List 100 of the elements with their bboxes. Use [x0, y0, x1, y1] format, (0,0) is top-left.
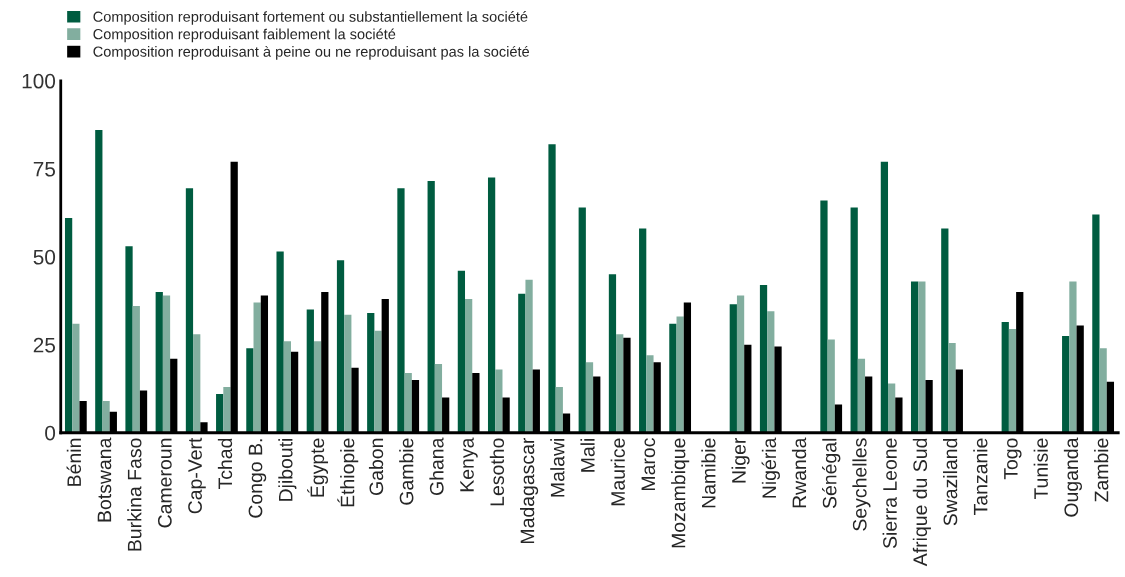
bar [548, 144, 556, 433]
x-tick-label: Kenya [460, 437, 478, 492]
bar [434, 364, 443, 433]
x-tick-label: Gabon [368, 438, 384, 496]
bar [759, 284, 768, 433]
legend-label: Composition reproduisant faiblement la société [93, 28, 396, 43]
bar [918, 281, 926, 433]
bar [313, 341, 322, 433]
x-tick-label: Swaziland [943, 438, 958, 526]
bar [518, 293, 526, 433]
bar [253, 302, 261, 433]
x-tick-label: Mozambique [671, 438, 690, 548]
bar [216, 394, 224, 433]
bar [185, 188, 194, 433]
bar [1099, 348, 1107, 433]
bar [223, 386, 231, 433]
bar [880, 161, 889, 433]
x-tick-label: Ghana [429, 437, 444, 496]
x-tick-label: Éthiopie [337, 438, 359, 507]
x-tick-label: Mali [580, 438, 595, 472]
x-tick-label: Cameroun [157, 438, 172, 528]
x-tick-label: Djibouti [278, 438, 297, 501]
x-tick-label: Burkina Faso [127, 438, 142, 551]
x-tick-label: Afrique du Sud [912, 438, 931, 567]
bar [344, 314, 352, 433]
bar [64, 218, 73, 433]
bar [102, 401, 110, 433]
bar [457, 270, 466, 433]
bar [767, 311, 775, 433]
x-tick-label: Malawi [550, 438, 565, 497]
bar [246, 348, 254, 433]
x-tick-label: Madagascar [520, 437, 539, 544]
bar [465, 299, 473, 433]
y-tick-label: 0 [45, 425, 56, 441]
bar [646, 355, 654, 433]
x-tick-label: Tchad [217, 438, 233, 490]
bar [1001, 321, 1009, 433]
bar [487, 177, 496, 433]
legend-label: Composition reproduisant fortement ou substantiellement la société [93, 10, 528, 25]
y-tick-label: 100 [22, 73, 56, 89]
x-tick-label: Namibie [701, 438, 716, 508]
x-tick-label: Sierra Leone [882, 438, 897, 549]
x-tick-label: Lesotho [489, 438, 505, 506]
bar [155, 291, 163, 433]
x-tick-label: Botswana [97, 437, 112, 522]
x-tick-label: Zambie [1094, 438, 1109, 502]
legend-label: Composition reproduisant à peine ou ne reproduisant pas la société [93, 45, 530, 60]
bar [1092, 214, 1100, 433]
bar [910, 281, 919, 433]
x-tick-label: Ouganda [1063, 437, 1082, 517]
bar [857, 358, 866, 433]
bar [276, 251, 284, 433]
x-tick-label: Maurice [610, 438, 625, 506]
x-tick-label: Maroc [641, 438, 656, 491]
bar [525, 279, 533, 433]
x-tick-label: Tanzanie [973, 438, 988, 515]
bar [669, 323, 677, 433]
x-tick-label: Bénin [66, 438, 82, 486]
bar [1008, 328, 1017, 433]
bar [132, 306, 140, 433]
x-tick-label: Égypte [307, 438, 329, 497]
bar [367, 313, 375, 433]
x-tick-label: Seychelles [852, 438, 871, 531]
x-tick-label: Togo [1004, 438, 1022, 480]
bar [72, 323, 80, 433]
bar [941, 228, 949, 433]
bar [585, 362, 594, 433]
x-tick-label: Tunisie [1033, 438, 1048, 500]
bar [283, 341, 291, 433]
y-tick-label: 50 [33, 249, 56, 265]
x-tick-label: Rwanda [791, 437, 807, 508]
bar [888, 383, 896, 433]
bar [1062, 335, 1070, 433]
bar [820, 200, 828, 433]
bar [729, 304, 737, 433]
x-tick-label: Nigéria [761, 437, 780, 498]
bar [193, 334, 201, 433]
bar [1069, 281, 1077, 433]
bar [948, 343, 956, 433]
x-tick-label: Niger [731, 437, 750, 483]
bar [639, 228, 647, 433]
bar [374, 330, 382, 433]
x-tick-label: Cap-Vert [188, 437, 206, 514]
bar [427, 181, 435, 433]
bar [397, 188, 405, 433]
bar [736, 295, 745, 433]
bar [616, 334, 624, 433]
x-tick-label: Gambie [399, 438, 414, 505]
bar [95, 130, 103, 433]
bar [555, 386, 563, 433]
y-tick-label: 25 [33, 337, 56, 353]
bar [608, 274, 617, 433]
bar [336, 260, 345, 433]
bar [306, 309, 314, 433]
y-tick-label: 75 [33, 161, 56, 177]
bar [162, 295, 171, 433]
bar [404, 372, 412, 433]
x-tick-label: Congo B. [248, 439, 267, 518]
x-tick-label: Sénégal [822, 438, 841, 509]
bar [125, 246, 133, 433]
